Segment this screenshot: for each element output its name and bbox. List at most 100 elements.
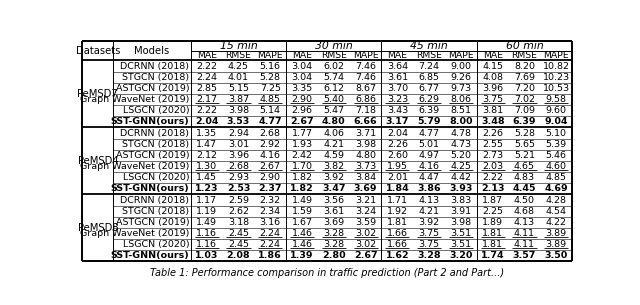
Text: 9.26: 9.26 — [451, 73, 472, 82]
Text: LSGCN (2020): LSGCN (2020) — [123, 106, 189, 115]
Text: MAE: MAE — [483, 51, 502, 60]
Text: 1.45: 1.45 — [196, 173, 217, 182]
Text: ASTGCN (2019): ASTGCN (2019) — [116, 218, 189, 227]
Text: STGCN (2018): STGCN (2018) — [122, 73, 189, 82]
Text: 5.10: 5.10 — [546, 128, 567, 138]
Text: 3.71: 3.71 — [355, 128, 376, 138]
Text: 2.24: 2.24 — [260, 229, 281, 238]
Text: 3.24: 3.24 — [355, 207, 376, 216]
Text: 7.46: 7.46 — [355, 62, 376, 70]
Text: 4.80: 4.80 — [355, 151, 376, 160]
Text: 4.16: 4.16 — [260, 151, 281, 160]
Text: 3.48: 3.48 — [481, 117, 504, 126]
Text: 3.69: 3.69 — [323, 218, 344, 227]
Text: PeMSD4: PeMSD4 — [77, 156, 118, 166]
Text: 3.04: 3.04 — [291, 73, 312, 82]
Text: 1.87: 1.87 — [482, 196, 503, 205]
Text: 3.96: 3.96 — [228, 151, 249, 160]
Text: 2.04: 2.04 — [387, 128, 408, 138]
Text: 4.80: 4.80 — [322, 117, 346, 126]
Text: 5.46: 5.46 — [546, 151, 567, 160]
Text: 3.64: 3.64 — [387, 62, 408, 70]
Text: 2.45: 2.45 — [228, 240, 249, 249]
Text: 4.85: 4.85 — [260, 95, 281, 104]
Text: 2.59: 2.59 — [228, 196, 249, 205]
Text: 4.08: 4.08 — [482, 73, 503, 82]
Text: 6.77: 6.77 — [419, 84, 440, 93]
Text: MAE: MAE — [196, 51, 217, 60]
Text: 1.92: 1.92 — [387, 207, 408, 216]
Text: 1.16: 1.16 — [196, 240, 217, 249]
Text: 3.61: 3.61 — [387, 73, 408, 82]
Text: 6.02: 6.02 — [323, 62, 344, 70]
Text: 6.39: 6.39 — [513, 117, 536, 126]
Text: 4.25: 4.25 — [228, 62, 249, 70]
Text: 3.87: 3.87 — [228, 95, 249, 104]
Text: 2.22: 2.22 — [196, 62, 217, 70]
Text: 4.50: 4.50 — [514, 196, 535, 205]
Text: 4.78: 4.78 — [451, 128, 472, 138]
Text: 1.19: 1.19 — [196, 207, 217, 216]
Text: 2.93: 2.93 — [228, 173, 249, 182]
Text: 3.61: 3.61 — [323, 207, 344, 216]
Text: 4.45: 4.45 — [513, 184, 536, 193]
Text: 3.20: 3.20 — [449, 251, 472, 260]
Text: 2.90: 2.90 — [260, 173, 281, 182]
Text: 3.69: 3.69 — [354, 184, 378, 193]
Text: RMSE: RMSE — [225, 51, 252, 60]
Text: 2.03: 2.03 — [482, 162, 503, 171]
Text: 5.40: 5.40 — [323, 95, 344, 104]
Text: 2.26: 2.26 — [387, 140, 408, 149]
Text: 9.60: 9.60 — [546, 106, 567, 115]
Text: 2.24: 2.24 — [196, 73, 217, 82]
Text: 1.81: 1.81 — [387, 218, 408, 227]
Text: MAPE: MAPE — [353, 51, 378, 60]
Text: 4.11: 4.11 — [514, 229, 535, 238]
Text: 2.53: 2.53 — [227, 184, 250, 193]
Text: 1.47: 1.47 — [196, 140, 217, 149]
Text: RMSE: RMSE — [321, 51, 347, 60]
Text: 1.67: 1.67 — [292, 218, 312, 227]
Text: 3.01: 3.01 — [228, 140, 249, 149]
Text: 3.83: 3.83 — [451, 196, 472, 205]
Text: 1.46: 1.46 — [292, 240, 312, 249]
Text: 5.21: 5.21 — [514, 151, 535, 160]
Text: 10.53: 10.53 — [543, 84, 570, 93]
Text: 4.54: 4.54 — [546, 207, 567, 216]
Text: 3.02: 3.02 — [355, 229, 376, 238]
Text: 2.67: 2.67 — [290, 117, 314, 126]
Text: 3.98: 3.98 — [355, 140, 376, 149]
Text: 6.86: 6.86 — [355, 95, 376, 104]
Text: 4.13: 4.13 — [419, 196, 440, 205]
Text: 6.85: 6.85 — [419, 73, 440, 82]
Text: 4.21: 4.21 — [419, 207, 440, 216]
Text: 4.22: 4.22 — [546, 218, 567, 227]
Text: 1.66: 1.66 — [387, 229, 408, 238]
Text: 3.02: 3.02 — [355, 240, 376, 249]
Text: 3.98: 3.98 — [228, 106, 249, 115]
Text: 10.82: 10.82 — [543, 62, 570, 70]
Text: 1.49: 1.49 — [292, 196, 312, 205]
Text: 2.37: 2.37 — [259, 184, 282, 193]
Text: SST-GNN(ours): SST-GNN(ours) — [111, 117, 189, 126]
Text: 3.84: 3.84 — [355, 173, 376, 182]
Text: DCRNN (2018): DCRNN (2018) — [120, 128, 189, 138]
Text: 5.15: 5.15 — [228, 84, 249, 93]
Text: 2.25: 2.25 — [482, 207, 503, 216]
Text: 5.79: 5.79 — [417, 117, 441, 126]
Text: 4.47: 4.47 — [419, 173, 440, 182]
Text: 4.42: 4.42 — [451, 173, 472, 182]
Text: RMSE: RMSE — [511, 51, 538, 60]
Text: 6.39: 6.39 — [419, 106, 440, 115]
Text: 4.69: 4.69 — [545, 184, 568, 193]
Text: 3.75: 3.75 — [419, 240, 440, 249]
Text: 4.21: 4.21 — [323, 140, 344, 149]
Text: 3.51: 3.51 — [451, 229, 472, 238]
Text: 2.60: 2.60 — [387, 151, 408, 160]
Text: 3.81: 3.81 — [482, 106, 503, 115]
Text: 7.18: 7.18 — [355, 106, 376, 115]
Text: 3.04: 3.04 — [291, 62, 312, 70]
Text: 3.28: 3.28 — [417, 251, 441, 260]
Text: 1.35: 1.35 — [196, 128, 217, 138]
Text: 2.92: 2.92 — [260, 140, 281, 149]
